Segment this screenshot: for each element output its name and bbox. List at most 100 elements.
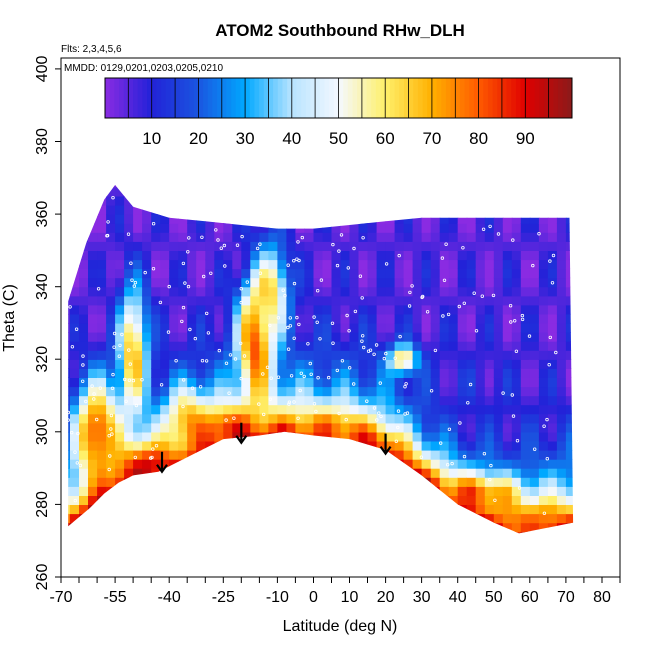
- heatmap-cell: [169, 468, 179, 478]
- heatmap-cell: [133, 413, 143, 424]
- obs-point: [109, 413, 114, 418]
- obs-point: [520, 313, 525, 318]
- colorbar-cell: [539, 78, 545, 118]
- heatmap-cell: [565, 350, 574, 360]
- heatmap-cell: [340, 268, 351, 279]
- heatmap-cell: [142, 422, 152, 433]
- heatmap-cell: [115, 477, 125, 487]
- heatmap-cell: [79, 504, 89, 515]
- heatmap-cell: [457, 185, 468, 188]
- heatmap-cell: [68, 386, 71, 397]
- heatmap-cell: [358, 450, 369, 460]
- heatmap-cell: [556, 277, 567, 288]
- heatmap-cell: [322, 186, 333, 197]
- heatmap-cell: [556, 214, 567, 224]
- heatmap-cell: [169, 195, 179, 206]
- colorbar-cell: [483, 78, 489, 118]
- heatmap-cell: [79, 413, 89, 424]
- heatmap-cell: [214, 241, 224, 251]
- heatmap-cell: [475, 377, 486, 388]
- heatmap-cell: [367, 477, 378, 487]
- heatmap-cell: [250, 413, 260, 424]
- heatmap-cell: [88, 295, 98, 306]
- heatmap-cell: [394, 359, 405, 369]
- heatmap-cell: [520, 495, 531, 505]
- colorbar-cell: [151, 78, 157, 118]
- heatmap-cell: [268, 259, 278, 270]
- heatmap-cell: [68, 477, 71, 487]
- heatmap-cell: [277, 513, 287, 524]
- y-tick-label: 400: [34, 55, 51, 82]
- heatmap-cell: [466, 350, 477, 360]
- heatmap-cell: [376, 477, 387, 487]
- heatmap-cell: [466, 504, 477, 515]
- heatmap-cell: [376, 522, 387, 533]
- obs-point: [335, 368, 339, 373]
- heatmap-cell: [502, 214, 513, 224]
- heatmap-cell: [70, 232, 80, 242]
- obs-point: [375, 418, 379, 422]
- heatmap-cell: [133, 504, 143, 515]
- heatmap-cell: [565, 322, 574, 333]
- heatmap-cell: [160, 295, 170, 306]
- heatmap-cell: [178, 277, 188, 288]
- heatmap-cell: [169, 250, 179, 261]
- heatmap-cell: [502, 368, 513, 378]
- heatmap-cell: [268, 522, 278, 533]
- heatmap-cell: [466, 223, 477, 233]
- heatmap-cell: [241, 295, 251, 306]
- heatmap-cell: [304, 350, 314, 360]
- heatmap-cell: [160, 341, 170, 351]
- heatmap-cell: [385, 241, 396, 251]
- heatmap-cell: [367, 413, 378, 424]
- heatmap-cell: [475, 531, 486, 534]
- heatmap-cell: [106, 186, 116, 197]
- heatmap-cell: [331, 250, 342, 261]
- obs-point: [441, 314, 445, 318]
- heatmap-cell: [448, 495, 459, 505]
- heatmap-cell: [358, 259, 369, 270]
- obs-point: [491, 293, 496, 298]
- heatmap-cell: [403, 359, 414, 369]
- obs-point: [112, 345, 116, 349]
- heatmap-cell: [511, 368, 522, 378]
- colorbar-cell: [226, 78, 232, 118]
- obs-point: [481, 227, 486, 231]
- heatmap-cell: [205, 359, 215, 369]
- heatmap-cell: [187, 223, 197, 233]
- heatmap-cell: [142, 185, 152, 188]
- heatmap-cell: [430, 440, 441, 451]
- heatmap-cell: [196, 185, 206, 188]
- heatmap-cell: [511, 313, 522, 324]
- heatmap-cell: [88, 377, 98, 388]
- obs-point: [124, 399, 128, 403]
- heatmap-cell: [412, 195, 423, 206]
- heatmap-cell: [286, 268, 296, 279]
- obs-point: [403, 385, 407, 389]
- heatmap-cell: [313, 223, 324, 233]
- heatmap-cell: [349, 377, 360, 388]
- heatmap-cell: [439, 404, 450, 415]
- heatmap-cell: [556, 232, 567, 242]
- heatmap-cell: [295, 513, 305, 524]
- heatmap-cell: [232, 313, 242, 324]
- heatmap-cell: [286, 295, 296, 306]
- heatmap-cell: [241, 332, 251, 342]
- obs-point: [393, 356, 397, 360]
- heatmap-cell: [160, 186, 170, 197]
- heatmap-cell: [169, 313, 179, 324]
- obs-point: [407, 304, 412, 308]
- heatmap-cell: [457, 468, 468, 478]
- heatmap-cell: [295, 531, 305, 534]
- heatmap-cell: [286, 450, 296, 460]
- heatmap-cell: [151, 232, 161, 242]
- heatmap-cell: [241, 286, 251, 297]
- heatmap-cell: [493, 332, 504, 342]
- obs-point: [289, 374, 294, 378]
- heatmap-cell: [565, 332, 574, 342]
- colorbar-cell: [254, 78, 260, 118]
- heatmap-cell: [259, 513, 269, 524]
- heatmap-cell: [304, 368, 314, 378]
- heatmap-cell: [547, 332, 558, 342]
- heatmap-cell: [421, 495, 432, 505]
